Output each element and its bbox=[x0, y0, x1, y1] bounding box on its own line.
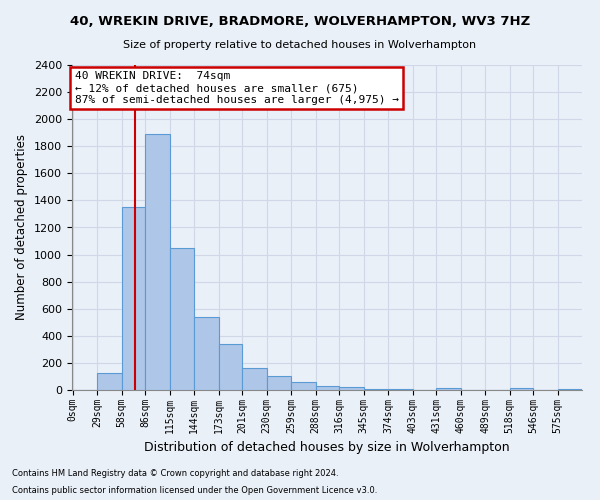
Bar bbox=[267, 376, 291, 390]
Bar bbox=[194, 317, 218, 390]
Bar bbox=[218, 344, 242, 390]
Text: Contains public sector information licensed under the Open Government Licence v3: Contains public sector information licen… bbox=[12, 486, 377, 495]
Bar bbox=[436, 388, 461, 390]
Bar bbox=[145, 134, 170, 390]
Text: Size of property relative to detached houses in Wolverhampton: Size of property relative to detached ho… bbox=[124, 40, 476, 50]
Bar bbox=[339, 388, 364, 390]
Text: 40, WREKIN DRIVE, BRADMORE, WOLVERHAMPTON, WV3 7HZ: 40, WREKIN DRIVE, BRADMORE, WOLVERHAMPTO… bbox=[70, 15, 530, 28]
Text: Contains HM Land Registry data © Crown copyright and database right 2024.: Contains HM Land Registry data © Crown c… bbox=[12, 468, 338, 477]
Bar bbox=[242, 368, 267, 390]
Bar bbox=[364, 388, 388, 390]
Bar bbox=[97, 373, 122, 390]
Bar bbox=[170, 248, 194, 390]
Text: 40 WREKIN DRIVE:  74sqm
← 12% of detached houses are smaller (675)
87% of semi-d: 40 WREKIN DRIVE: 74sqm ← 12% of detached… bbox=[74, 72, 398, 104]
X-axis label: Distribution of detached houses by size in Wolverhampton: Distribution of detached houses by size … bbox=[144, 441, 510, 454]
Bar bbox=[122, 207, 145, 390]
Bar bbox=[291, 382, 316, 390]
Bar bbox=[509, 388, 533, 390]
Y-axis label: Number of detached properties: Number of detached properties bbox=[16, 134, 28, 320]
Bar bbox=[316, 386, 339, 390]
